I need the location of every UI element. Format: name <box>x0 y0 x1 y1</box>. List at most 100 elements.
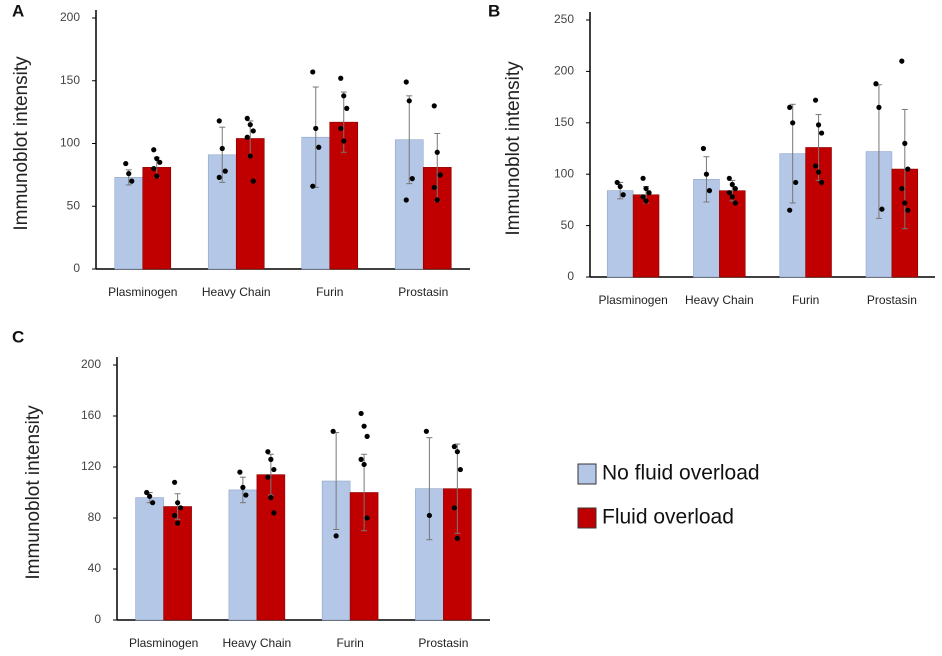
data-point <box>247 122 253 128</box>
data-point <box>144 489 150 496</box>
data-point <box>237 469 243 475</box>
data-point <box>726 190 732 196</box>
y-tick-label: 100 <box>60 136 80 150</box>
data-point <box>409 176 415 182</box>
data-point <box>222 168 228 174</box>
data-point <box>451 444 457 450</box>
y-tick-label: 250 <box>554 12 574 26</box>
data-point <box>431 184 437 191</box>
x-tick-label: Heavy Chain <box>685 293 754 307</box>
bar <box>135 497 164 621</box>
data-point <box>344 105 350 111</box>
data-point <box>729 194 735 200</box>
x-tick-label: Heavy Chain <box>202 285 271 299</box>
data-point <box>815 122 822 128</box>
data-point <box>790 120 796 126</box>
y-tick-label: 0 <box>94 612 101 626</box>
data-point <box>150 500 156 506</box>
y-tick-label: 50 <box>561 218 575 232</box>
data-point <box>333 533 339 539</box>
legend-label: No fluid overload <box>602 462 760 485</box>
data-point <box>434 197 440 203</box>
data-point <box>434 149 440 155</box>
data-point <box>640 175 646 181</box>
y-axis-label: Immunoblot intensity <box>11 56 32 231</box>
bar <box>719 190 746 278</box>
data-point <box>316 144 322 150</box>
data-point <box>812 97 819 103</box>
bar <box>228 489 258 621</box>
x-tick-label: Furin <box>792 293 819 307</box>
data-point <box>643 185 649 192</box>
data-point <box>902 140 908 146</box>
data-point <box>454 449 460 455</box>
bar <box>632 194 660 278</box>
data-point <box>330 428 336 434</box>
data-point <box>265 474 271 480</box>
data-point <box>313 125 319 132</box>
data-point <box>268 495 274 501</box>
data-point <box>250 178 256 184</box>
data-point <box>818 179 825 186</box>
x-tick-label: Prostasin <box>867 293 917 307</box>
bar <box>606 190 634 278</box>
data-point <box>364 515 370 521</box>
x-tick-label: Prostasin <box>418 636 468 650</box>
x-tick-label: Plasminogen <box>108 285 177 299</box>
y-tick-label: 80 <box>88 510 102 524</box>
y-tick-label: 150 <box>554 115 574 129</box>
data-point <box>244 115 250 121</box>
data-point <box>271 510 277 516</box>
data-point <box>154 155 160 162</box>
data-point <box>250 128 256 134</box>
data-point <box>361 423 367 429</box>
data-point <box>247 153 253 159</box>
data-point <box>437 172 443 178</box>
data-point <box>310 183 316 189</box>
data-point <box>646 190 652 196</box>
data-point <box>154 173 160 179</box>
data-point <box>341 138 347 144</box>
data-point <box>431 103 437 109</box>
x-tick-label: Plasminogen <box>598 293 667 307</box>
data-point <box>361 461 367 468</box>
data-point <box>902 200 908 206</box>
data-point <box>157 159 163 165</box>
data-point <box>216 118 222 124</box>
data-point <box>172 512 178 519</box>
bar <box>805 147 832 278</box>
data-point <box>812 163 819 169</box>
y-tick-label: 160 <box>81 408 101 422</box>
panel-label: C <box>12 327 24 346</box>
bar <box>142 167 172 270</box>
data-point <box>732 200 738 206</box>
bar <box>235 138 265 270</box>
data-point <box>457 466 463 473</box>
y-tick-label: 200 <box>81 357 101 371</box>
panel-label: A <box>12 1 24 20</box>
data-point <box>175 520 181 526</box>
data-point <box>265 449 271 455</box>
y-tick-label: 0 <box>567 269 574 283</box>
data-point <box>787 104 793 110</box>
data-point <box>126 171 132 177</box>
data-point <box>338 125 344 132</box>
data-point <box>129 178 135 184</box>
data-point <box>172 479 178 485</box>
legend-label: Fluid overload <box>602 506 734 529</box>
data-point <box>732 185 738 192</box>
data-point <box>244 134 250 140</box>
data-point <box>873 81 879 87</box>
x-tick-label: Prostasin <box>398 285 448 299</box>
data-point <box>147 493 153 499</box>
x-tick-label: Heavy Chain <box>223 636 292 650</box>
y-tick-label: 0 <box>73 261 80 275</box>
data-point <box>787 207 793 213</box>
data-point <box>243 492 249 498</box>
y-tick-label: 200 <box>554 64 574 78</box>
y-tick-label: 40 <box>88 561 102 575</box>
data-point <box>219 145 225 152</box>
data-point <box>620 192 626 198</box>
data-point <box>899 185 905 192</box>
data-point <box>899 58 905 64</box>
